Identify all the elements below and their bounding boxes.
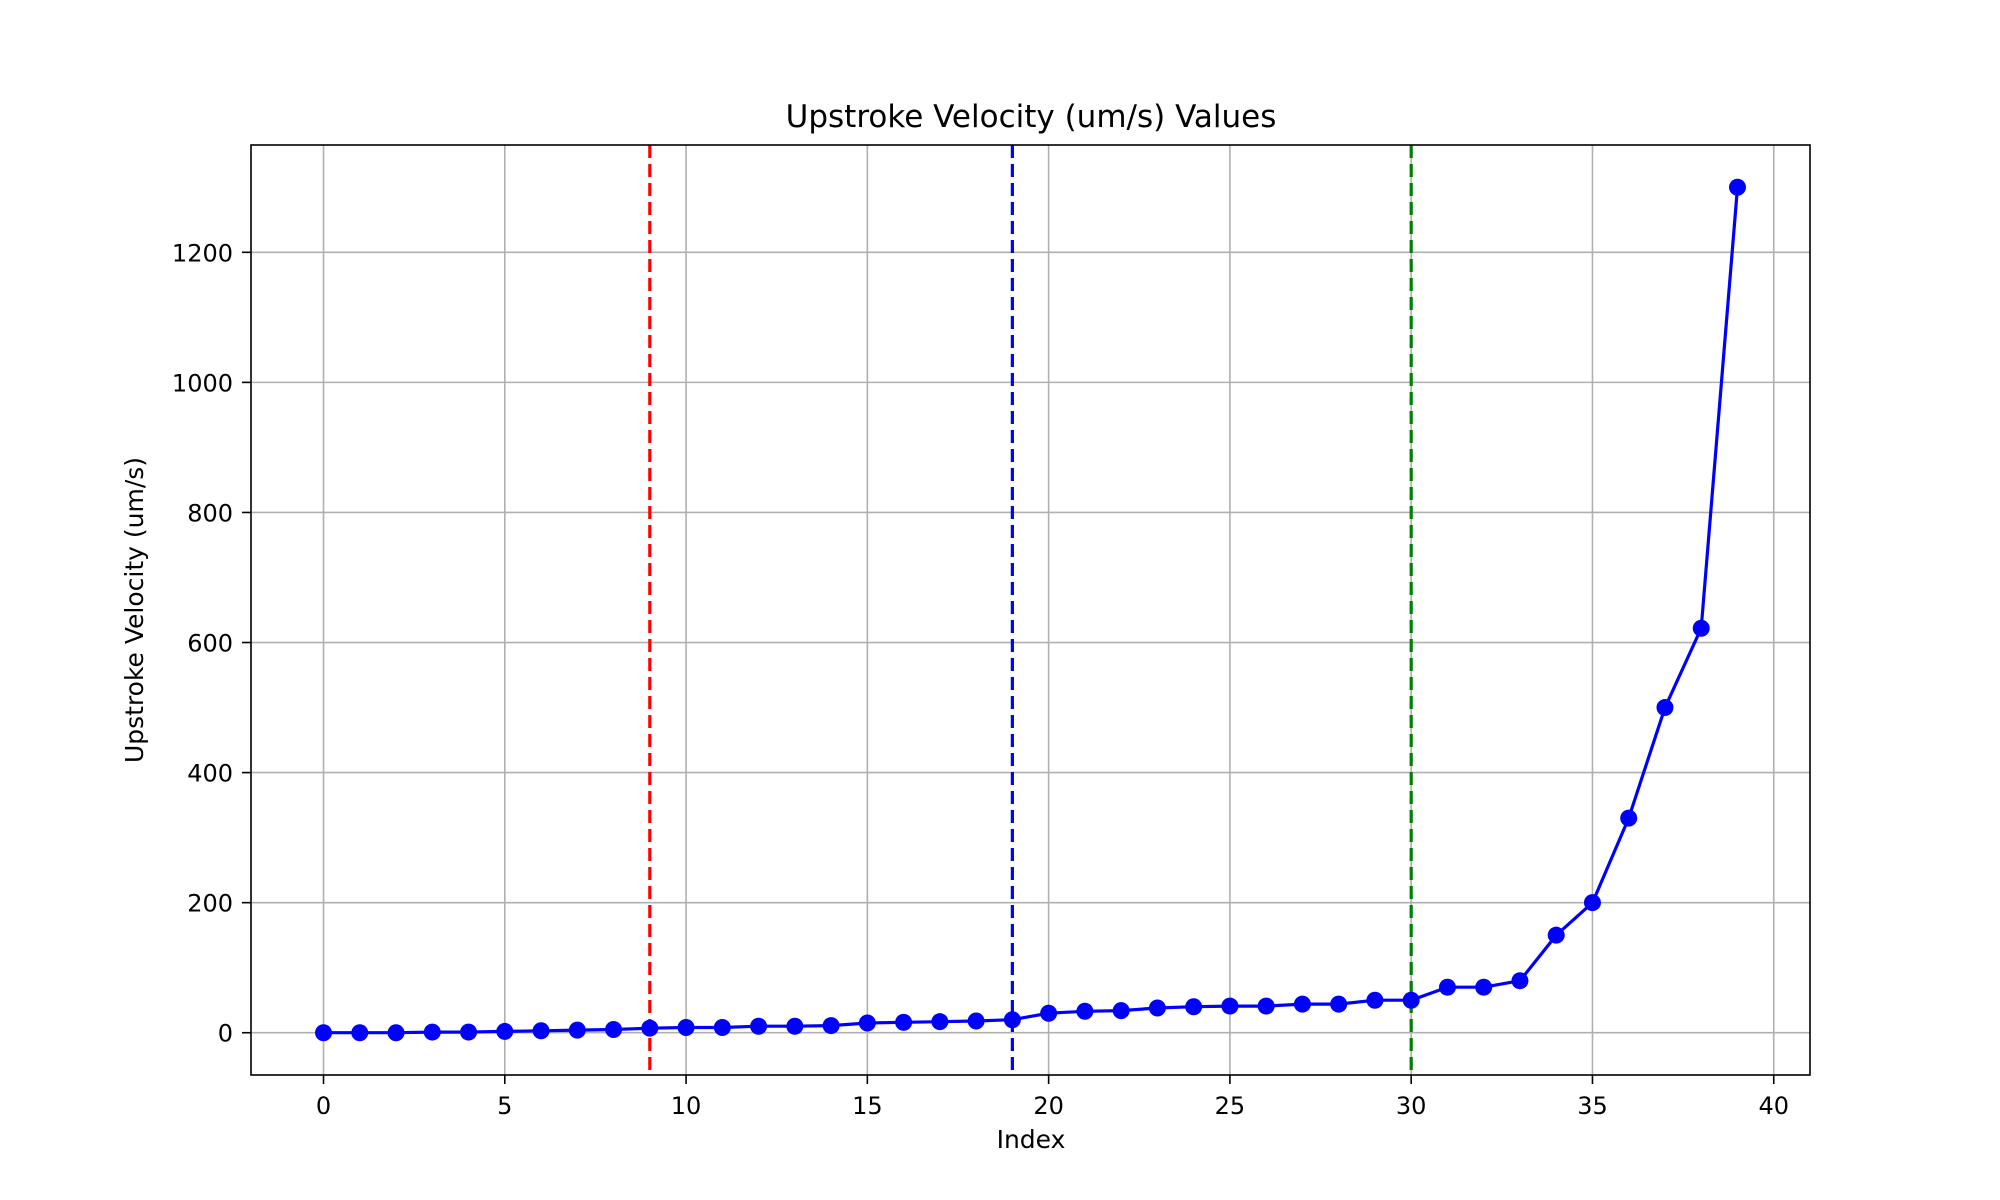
data-point: [1257, 997, 1275, 1015]
data-point: [387, 1024, 405, 1042]
x-tick-label: 5: [497, 1092, 512, 1120]
data-point: [1583, 894, 1601, 912]
y-axis-label: Upstroke Velocity (um/s): [120, 457, 149, 763]
data-point: [1438, 978, 1456, 996]
data-point: [750, 1017, 768, 1035]
data-point: [677, 1019, 695, 1037]
x-tick-label: 25: [1215, 1092, 1246, 1120]
data-point: [532, 1022, 550, 1040]
x-tick-label: 0: [316, 1092, 331, 1120]
data-point: [1330, 995, 1348, 1013]
x-tick-label: 40: [1758, 1092, 1789, 1120]
data-point: [1511, 972, 1529, 990]
data-point: [786, 1017, 804, 1035]
data-point: [822, 1017, 840, 1035]
data-point: [1620, 809, 1638, 827]
y-tick-label: 400: [187, 760, 233, 788]
data-point: [931, 1013, 949, 1031]
data-point: [858, 1014, 876, 1032]
x-axis-ticks: 0 5 10 15 20 25 30 35 40: [316, 1075, 1789, 1120]
data-point: [1185, 998, 1203, 1016]
data-point: [1402, 991, 1420, 1009]
x-axis-label: Index: [997, 1125, 1066, 1154]
data-point: [1692, 619, 1710, 637]
data-point: [1148, 999, 1166, 1017]
data-point: [315, 1024, 333, 1042]
chart-title: Upstroke Velocity (um/s) Values: [786, 99, 1277, 135]
data-point: [496, 1022, 514, 1040]
data-point: [713, 1019, 731, 1037]
data-point: [605, 1020, 623, 1038]
x-tick-label: 35: [1577, 1092, 1608, 1120]
y-tick-label: 1200: [172, 239, 233, 267]
x-tick-label: 30: [1396, 1092, 1427, 1120]
data-point: [1076, 1002, 1094, 1020]
y-tick-label: 200: [187, 890, 233, 918]
y-tick-label: 800: [187, 499, 233, 527]
plot-frame: [250, 144, 1811, 1076]
data-point: [1293, 995, 1311, 1013]
reference-lines: [648, 145, 1413, 1075]
data-point: [1547, 926, 1565, 944]
data-point: [423, 1023, 441, 1041]
data-point: [1003, 1011, 1021, 1029]
y-axis-ticks: 0 200 400 600 800 1000 1200: [172, 239, 251, 1048]
data-point: [351, 1024, 369, 1042]
data-point: [460, 1023, 478, 1041]
data-point: [1040, 1004, 1058, 1022]
grid: [251, 145, 1810, 1075]
data-point: [1475, 978, 1493, 996]
data-point: [1656, 699, 1674, 717]
data-point: [967, 1012, 985, 1030]
y-tick-label: 1000: [172, 369, 233, 397]
y-tick-label: 600: [187, 630, 233, 658]
data-point: [1112, 1002, 1130, 1020]
data-point: [568, 1021, 586, 1039]
data-point: [1728, 178, 1746, 196]
x-tick-label: 20: [1033, 1092, 1064, 1120]
data-point: [1366, 991, 1384, 1009]
data-point: [641, 1019, 659, 1037]
x-tick-label: 15: [852, 1092, 883, 1120]
x-tick-label: 10: [671, 1092, 702, 1120]
series-group: [315, 178, 1746, 1042]
y-tick-label: 0: [218, 1020, 233, 1048]
data-point: [895, 1013, 913, 1031]
data-point: [1221, 997, 1239, 1015]
series-line: [323, 187, 1740, 1035]
